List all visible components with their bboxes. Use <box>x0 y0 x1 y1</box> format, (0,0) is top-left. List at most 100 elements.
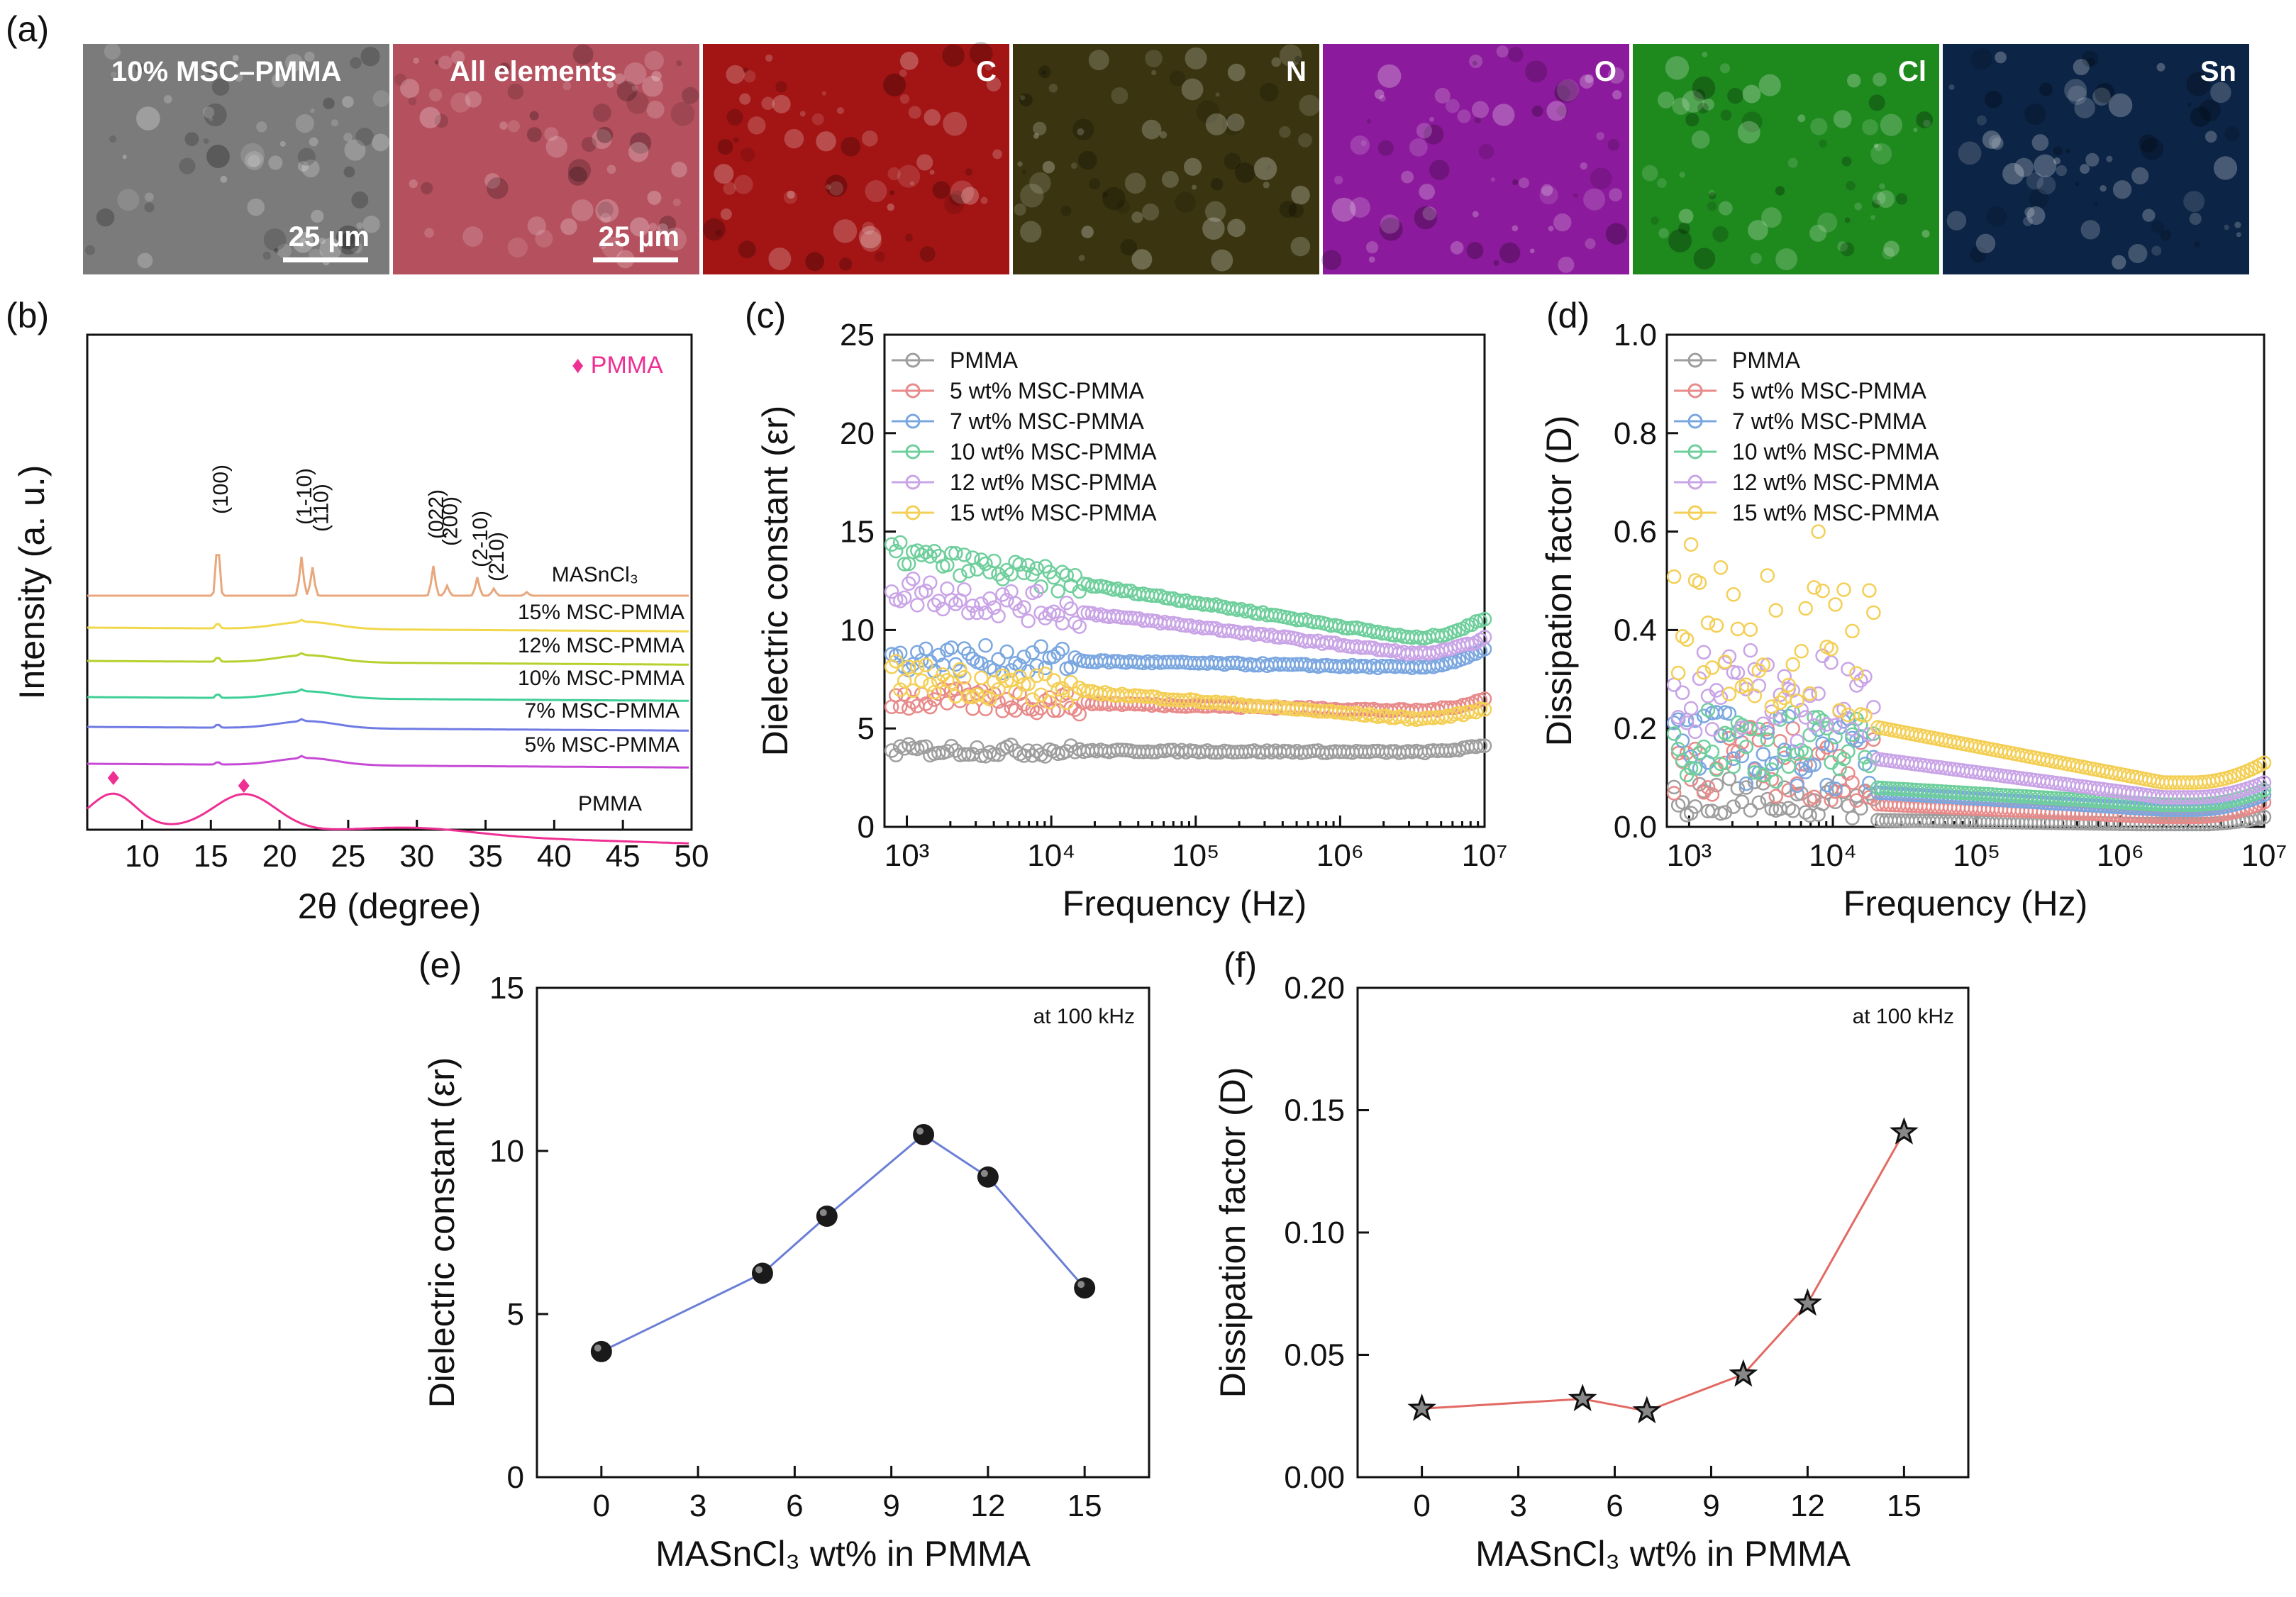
data-point <box>1717 654 1733 669</box>
edx-speck <box>1548 226 1554 232</box>
data-point <box>974 656 989 671</box>
annotation: at 100 kHz <box>1853 1005 1954 1028</box>
edx-speck <box>1259 82 1279 102</box>
edx-speck <box>335 225 360 250</box>
edx-speck <box>642 75 663 97</box>
series-label: PMMA <box>578 792 642 816</box>
edx-speck <box>825 184 831 190</box>
edx-speck <box>1014 203 1026 216</box>
edx-speck <box>581 136 597 152</box>
data-point <box>1046 604 1061 620</box>
edx-speck <box>1840 242 1855 257</box>
data-point <box>1807 710 1821 725</box>
data-point <box>1853 673 1868 688</box>
edx-speck <box>1702 98 1714 111</box>
data-point <box>1819 717 1834 732</box>
data-point <box>995 572 1010 586</box>
edx-speck <box>567 159 592 182</box>
edx-speck <box>318 238 326 245</box>
edx-speck <box>599 241 606 250</box>
edx-speck <box>726 108 743 126</box>
edx-speck <box>567 166 587 186</box>
data-point <box>1016 649 1031 664</box>
xrd-trace <box>87 688 689 702</box>
data-point <box>1709 618 1724 633</box>
y-tick-label: 0.0 <box>1614 810 1657 845</box>
edx-speck <box>1668 229 1692 252</box>
edx-speck <box>1469 54 1483 69</box>
edx-speck <box>1877 190 1895 208</box>
edx-speck <box>144 192 154 202</box>
edx-speck <box>821 91 826 96</box>
edx-tile-label: 10% MSC–PMMA <box>111 56 342 87</box>
edx-speck <box>739 93 751 105</box>
data-point <box>1743 803 1758 818</box>
legend-label: 5 wt% MSC-PMMA <box>1732 378 1926 404</box>
edx-speck <box>1679 172 1685 178</box>
data-point <box>1760 732 1775 747</box>
edx-speck <box>1748 220 1768 240</box>
peak-label: (200) <box>438 496 462 546</box>
edx-speck <box>409 179 418 189</box>
edx-speck <box>2142 208 2156 222</box>
edx-speck <box>1984 90 2002 108</box>
y-axis-label: Dissipation factor (D) <box>1539 416 1579 747</box>
data-point <box>910 597 925 613</box>
data-point <box>1751 795 1767 810</box>
pmma-marker <box>238 779 250 793</box>
data-point <box>1721 727 1737 742</box>
edx-speck <box>560 218 577 235</box>
data-point <box>961 689 976 704</box>
data-point <box>936 601 950 617</box>
y-axis-label: Dissipation factor (D) <box>1213 1067 1253 1398</box>
edx-speck <box>1539 186 1558 205</box>
edx-speck <box>279 140 286 147</box>
edx-speck <box>1088 50 1109 71</box>
data-point <box>1046 703 1061 718</box>
data-point <box>944 738 959 754</box>
edx-speck <box>986 77 1002 92</box>
edx-speck <box>1234 162 1255 183</box>
data-point <box>1683 537 1699 552</box>
edx-speck <box>2093 201 2098 206</box>
edx-speck <box>1368 256 1375 263</box>
edx-speck <box>507 120 520 133</box>
x-tick-label: 9 <box>1702 1489 1719 1523</box>
xrd-trace <box>87 718 689 732</box>
data-point <box>1890 1117 1919 1145</box>
edx-speck <box>1558 256 1575 273</box>
y-tick-label: 0.10 <box>1284 1215 1345 1250</box>
data-point <box>1713 690 1729 705</box>
edx-speck <box>2073 59 2090 76</box>
legend-label: 15 wt% MSC-PMMA <box>1732 500 1939 525</box>
edx-speck <box>1787 157 1798 168</box>
edx-speck <box>838 257 853 271</box>
data-point <box>1713 560 1729 575</box>
peak-label: (210) <box>485 532 509 582</box>
edx-speck <box>1416 123 1433 139</box>
edx-speck <box>1496 45 1509 58</box>
data-point <box>1012 603 1027 618</box>
data-point <box>1666 779 1682 795</box>
data-point <box>927 544 942 559</box>
edx-speck <box>1116 199 1131 214</box>
edx-speck <box>2081 50 2099 67</box>
edx-speck <box>1019 93 1033 107</box>
edx-speck <box>630 217 650 237</box>
edx-speck <box>1131 211 1143 223</box>
data-point <box>1862 583 1877 598</box>
edx-speck <box>1379 94 1386 102</box>
data-point <box>1730 665 1746 681</box>
dielectric-vs-loading-panel: 0 3 6 9 12 15 0 5 10 15 MASnCl₃ wt% in PMMA Dielect… <box>422 971 1150 1574</box>
edx-speck <box>659 216 677 233</box>
edx-speck <box>206 145 230 168</box>
data-point <box>1845 721 1860 737</box>
data-point <box>1012 557 1027 572</box>
edx-speck <box>1159 130 1168 139</box>
edx-speck <box>1299 94 1321 116</box>
edx-speck <box>595 199 619 223</box>
data-point <box>1012 669 1027 684</box>
data-point <box>978 638 993 653</box>
edx-speck <box>897 165 921 188</box>
data-point <box>1468 704 1484 720</box>
